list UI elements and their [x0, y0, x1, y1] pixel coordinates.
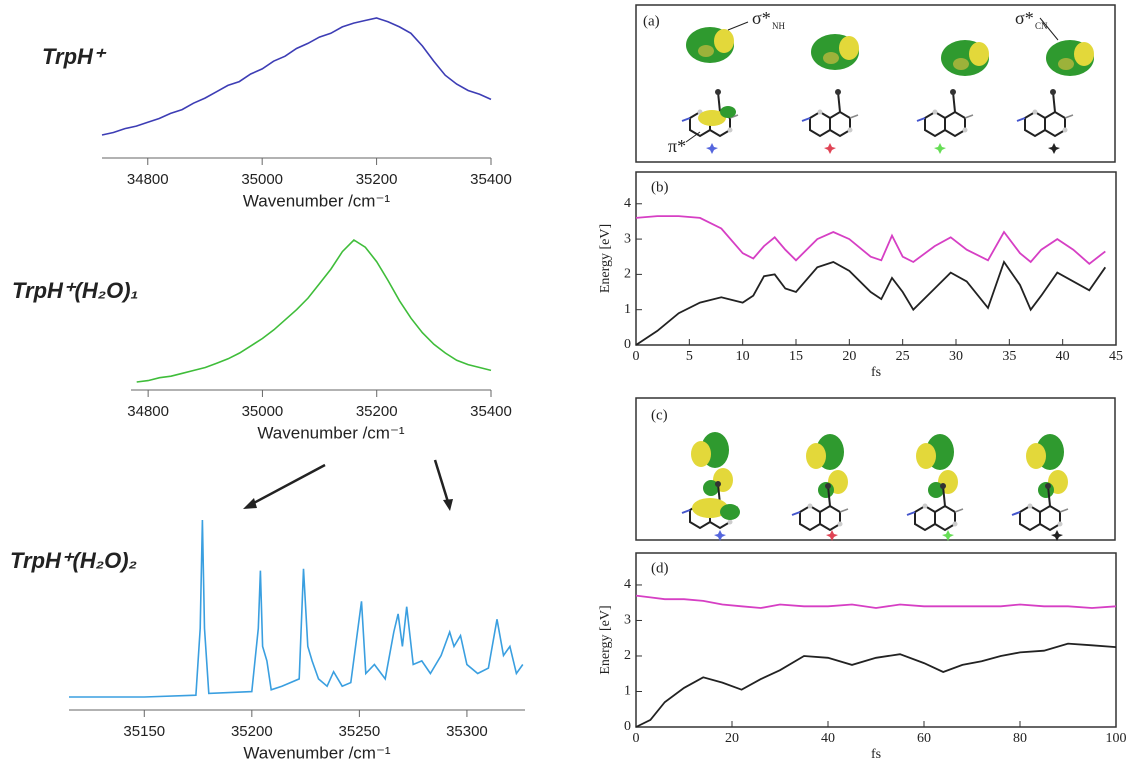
y-tick-label: 4 [624, 196, 631, 211]
arrow [435, 460, 448, 502]
orbital-label: π* [668, 136, 686, 156]
x-tick-label: 20 [842, 349, 856, 364]
arrow-head [243, 498, 257, 509]
y-tick-label: 3 [624, 231, 631, 246]
x-tick-label: 34800 [127, 403, 169, 420]
x-tick-label: 45 [1109, 349, 1123, 364]
x-tick-label: 0 [633, 349, 640, 364]
panel-label: (a) [643, 13, 660, 29]
panel-label: (d) [651, 560, 669, 576]
x-tick-label: 35200 [356, 171, 398, 188]
x-tick-label: 35400 [470, 171, 512, 188]
y-tick-label: 1 [624, 684, 631, 699]
x-tick-label: 35 [1002, 349, 1016, 364]
x-axis-label: fs [871, 747, 881, 762]
arrow [250, 465, 325, 505]
x-tick-label: 15 [789, 349, 803, 364]
y-tick-label: 2 [624, 267, 631, 282]
x-tick-label: 35400 [470, 403, 512, 420]
y-tick-label: 2 [624, 648, 631, 663]
spectrum-title: TrpH⁺ [42, 44, 107, 69]
x-tick-label: 20 [725, 731, 739, 746]
y-axis-label: Energy [eV] [598, 224, 613, 293]
x-tick-label: 60 [917, 731, 931, 746]
x-tick-label: 30 [949, 349, 963, 364]
x-tick-label: 0 [633, 731, 640, 746]
panel-c: (c) [636, 398, 1115, 541]
y-tick-label: 0 [624, 337, 631, 352]
x-tick-label: 35000 [241, 171, 283, 188]
y-tick-label: 1 [624, 302, 631, 317]
spectrum-title: TrpH⁺(H₂O)₂ [10, 548, 137, 573]
x-tick-label: 35250 [339, 723, 381, 740]
orbital-label: σ* [752, 8, 771, 28]
x-tick-label: 35000 [242, 403, 284, 420]
x-axis-label: fs [871, 365, 881, 380]
x-tick-label: 34800 [127, 171, 169, 188]
arrow-head [443, 499, 453, 511]
y-tick-label: 3 [624, 613, 631, 628]
orbital-label-sub: NH [772, 21, 785, 31]
orbital-label: σ* [1015, 8, 1034, 28]
x-tick-label: 35200 [231, 723, 273, 740]
x-tick-label: 40 [1056, 349, 1070, 364]
spectrum-title: TrpH⁺(H₂O)₁ [12, 278, 138, 303]
y-tick-label: 0 [624, 719, 631, 734]
x-tick-label: 10 [736, 349, 750, 364]
x-axis-label: Wavenumber /cm⁻¹ [257, 423, 405, 442]
plot-frame [636, 553, 1116, 727]
x-tick-label: 25 [896, 349, 910, 364]
x-tick-label: 35300 [446, 723, 488, 740]
spectrum-line [137, 240, 491, 382]
x-tick-label: 35200 [356, 403, 398, 420]
y-tick-label: 4 [624, 577, 631, 592]
spectrum-line [102, 18, 491, 135]
x-tick-label: 35150 [123, 723, 165, 740]
x-axis-label: Wavenumber /cm⁻¹ [243, 191, 391, 210]
spectrum-line [69, 520, 523, 697]
x-tick-label: 100 [1106, 731, 1127, 746]
panel-label: (b) [651, 179, 669, 195]
x-tick-label: 40 [821, 731, 835, 746]
x-axis-label: Wavenumber /cm⁻¹ [243, 743, 391, 762]
panel-a: (a) σ* NH σ* CN π* [636, 5, 1115, 162]
figure: (a) σ* NH σ* CN π* (c) TrpH⁺348003500035… [0, 0, 1134, 764]
panel-label: (c) [651, 407, 668, 423]
x-tick-label: 80 [1013, 731, 1027, 746]
x-tick-label: 5 [686, 349, 693, 364]
y-axis-label: Energy [eV] [598, 605, 613, 674]
